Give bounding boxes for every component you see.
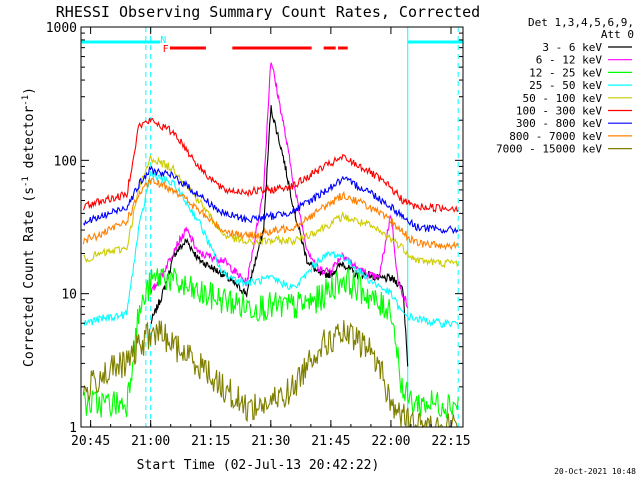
legend-label-4: 50 - 100 keV [523, 92, 603, 105]
legend-label-7: 800 - 7000 keV [509, 130, 602, 143]
legend-header-line1: Det 1,3,4,5,6,9, [528, 16, 634, 29]
legend-label-3: 25 - 50 keV [529, 79, 602, 92]
footer-date: 20-Oct-2021 10:48 [554, 467, 636, 476]
series-layer [82, 62, 459, 429]
y-axis-label-suffix: ) [22, 87, 37, 95]
y-axis-label: Corrected Count Rate (s-1 detector-1) [21, 87, 37, 367]
legend-label-1: 6 - 12 keV [536, 54, 603, 67]
legend-label-5: 100 - 300 keV [516, 105, 602, 118]
legend-label-0: 3 - 6 keV [542, 41, 602, 54]
y-axis: 1 10 100 1000 [46, 21, 463, 436]
y-axis-label-sup2: -1 [21, 95, 31, 106]
legend-label-8: 7000 - 15000 keV [496, 143, 602, 156]
night-flag-label: N [160, 35, 166, 46]
x-tick-label-6: 22:15 [431, 434, 470, 449]
x-tick-label-2: 21:15 [191, 434, 230, 449]
series-line-8 [82, 320, 459, 429]
x-tick-label-4: 21:45 [311, 434, 350, 449]
series-line-6 [82, 165, 459, 235]
y-tick-label-2: 100 [54, 154, 77, 169]
x-axis: 20:45 21:00 21:15 21:30 21:45 22:00 22:15 [71, 27, 471, 449]
y-tick-label-0: 1 [69, 421, 77, 436]
flare-flag-label: F [163, 44, 169, 55]
y-axis-label-prefix: Corrected Count Rate (s [22, 187, 37, 367]
y-axis-label-mid: detector [22, 106, 37, 177]
series-line-4 [83, 155, 459, 269]
chart-title: RHESSI Observing Summary Count Rates, Co… [56, 3, 480, 21]
series-line-5 [82, 117, 459, 213]
series-line-7 [82, 177, 459, 251]
series-line-1 [150, 62, 409, 309]
series-line-3 [82, 171, 459, 328]
plot-frame [80, 26, 464, 428]
x-axis-label: Start Time (02-Jul-13 20:42:22) [137, 458, 380, 473]
series-line-0 [150, 105, 409, 367]
x-tick-label-1: 21:00 [131, 434, 170, 449]
y-tick-label-1: 10 [61, 288, 77, 303]
x-tick-label-0: 20:45 [71, 434, 110, 449]
legend-label-6: 300 - 800 keV [516, 117, 602, 130]
legend-label-2: 12 - 25 keV [529, 66, 602, 79]
x-tick-label-3: 21:30 [251, 434, 290, 449]
series-line-2 [82, 268, 459, 419]
y-axis-label-sup1: -1 [21, 176, 31, 187]
legend-header-line2: Att 0 [601, 28, 634, 41]
x-tick-label-5: 22:00 [371, 434, 410, 449]
y-tick-label-3: 1000 [46, 21, 77, 36]
